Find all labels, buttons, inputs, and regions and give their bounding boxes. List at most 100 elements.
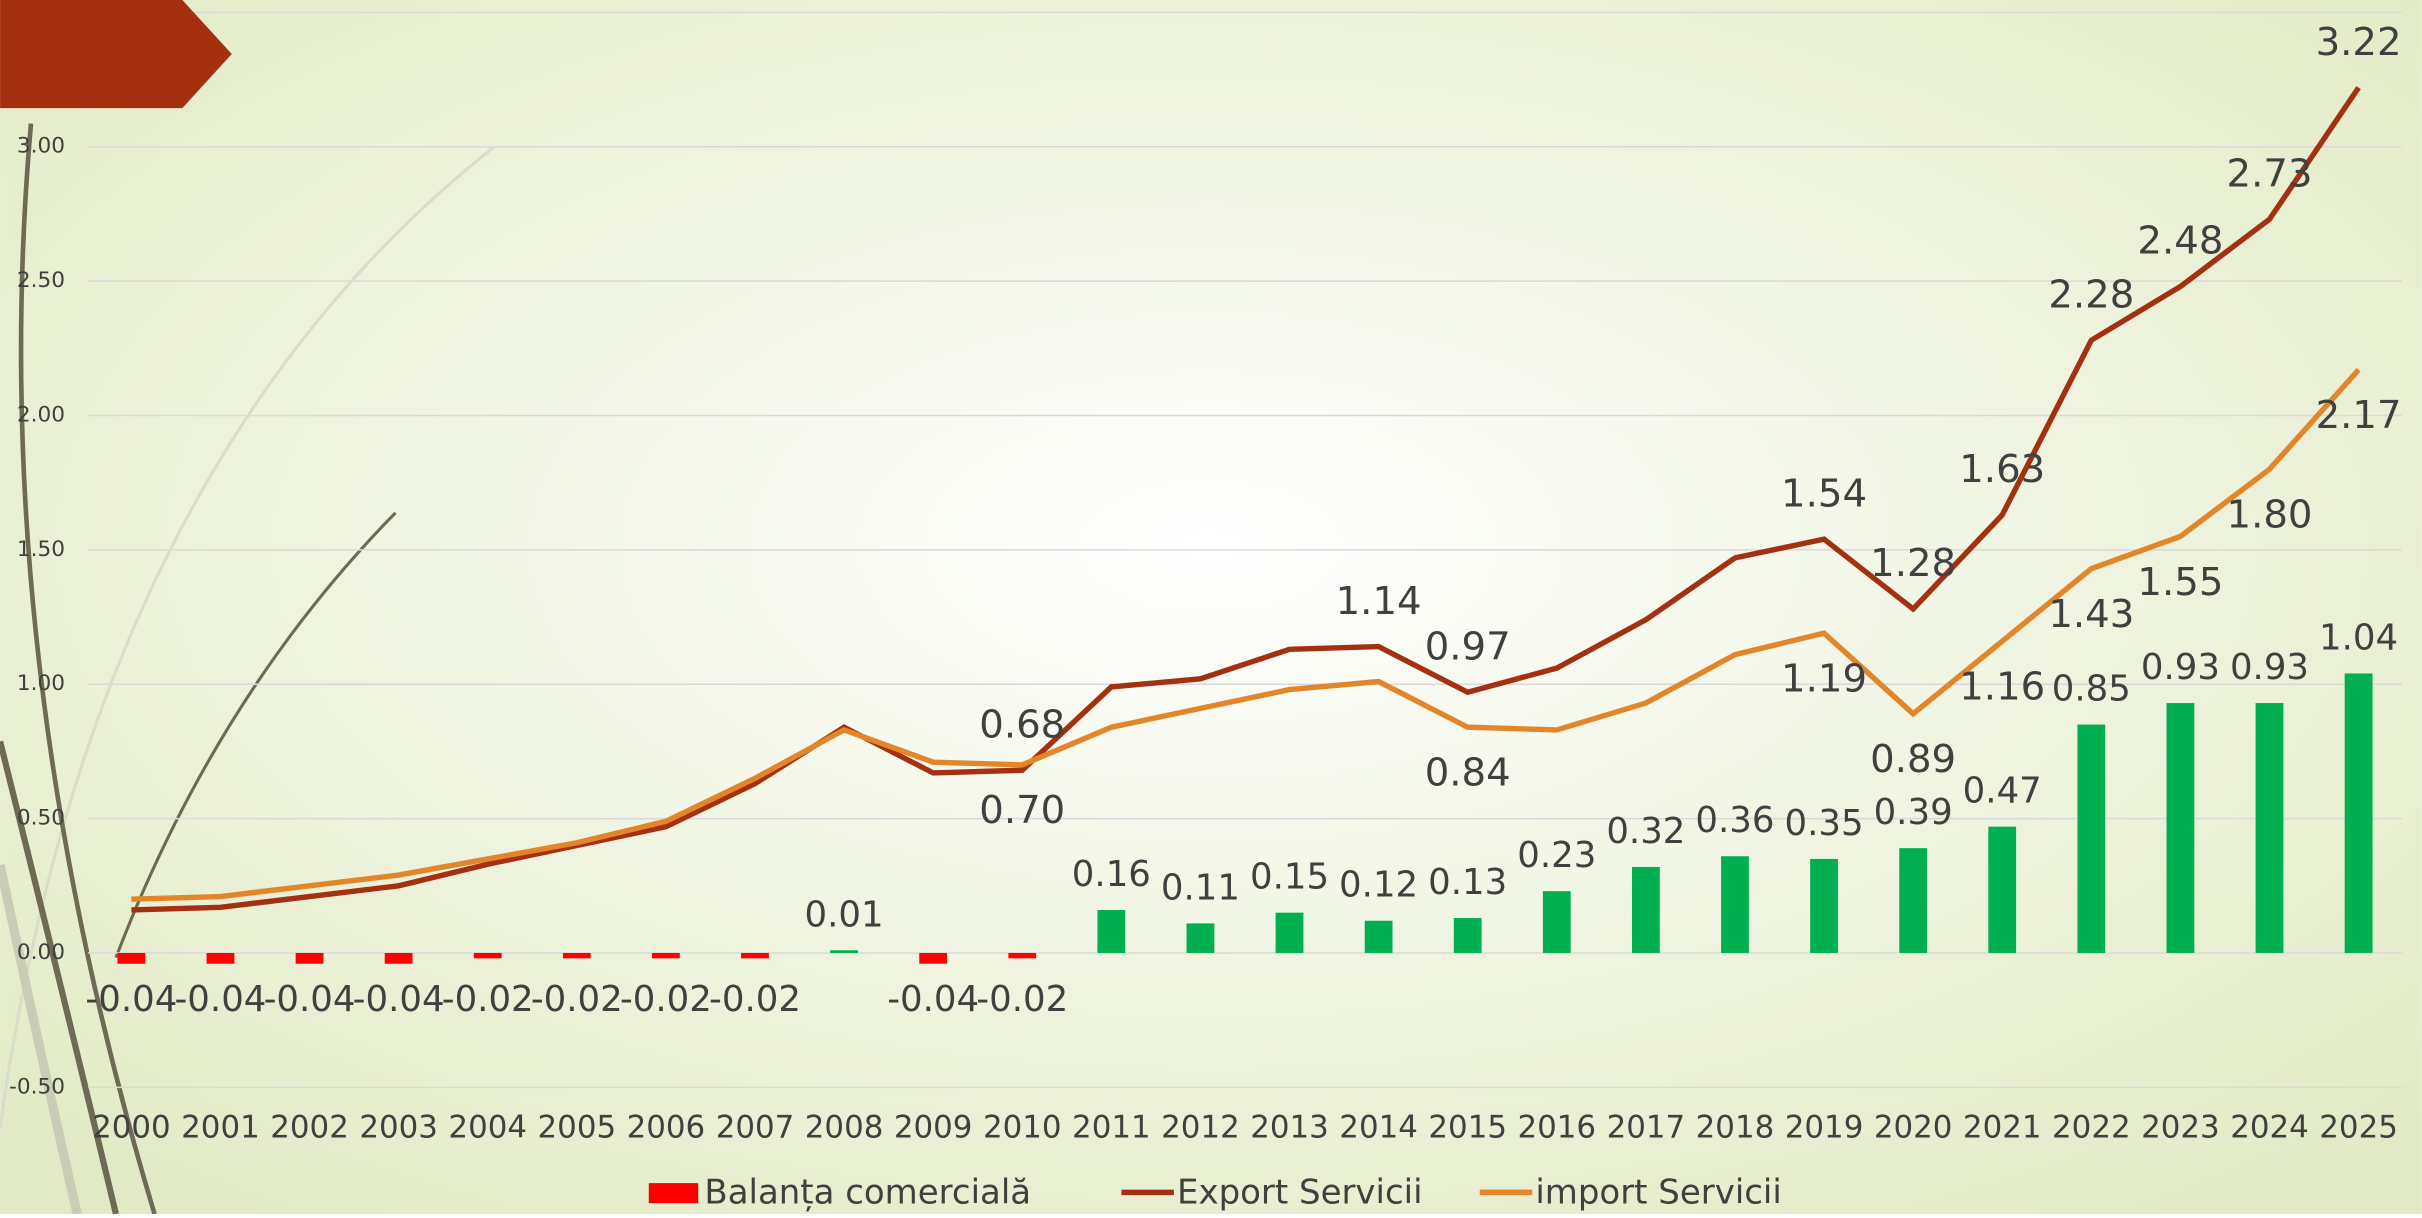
data-label: -0.02 bbox=[531, 979, 623, 1020]
data-label: 0.39 bbox=[1874, 792, 1953, 833]
x-tick-label: 2023 bbox=[2141, 1110, 2220, 1146]
x-tick-label: 2007 bbox=[716, 1110, 795, 1146]
data-label: 2.17 bbox=[2316, 393, 2402, 438]
bar bbox=[652, 952, 680, 959]
x-tick-label: 2016 bbox=[1518, 1110, 1597, 1146]
x-tick-label: 2015 bbox=[1428, 1110, 1507, 1146]
x-tick-label: 2009 bbox=[894, 1110, 973, 1146]
legend-label: import Servicii bbox=[1535, 1172, 1781, 1212]
data-label: 1.28 bbox=[1870, 541, 1956, 586]
data-label: 0.93 bbox=[2141, 647, 2220, 688]
bar bbox=[1275, 912, 1304, 953]
data-label: 0.84 bbox=[1425, 751, 1511, 796]
data-label: 1.80 bbox=[2227, 493, 2313, 538]
x-tick-label: 2014 bbox=[1339, 1110, 1418, 1146]
bar bbox=[1899, 848, 1928, 953]
data-label: 0.47 bbox=[1963, 771, 2042, 812]
y-tick-label: -0.50 bbox=[9, 1074, 65, 1099]
x-tick-label: 2020 bbox=[1874, 1110, 1953, 1146]
bar bbox=[1097, 909, 1126, 953]
bar bbox=[1453, 918, 1482, 953]
data-label: 2.48 bbox=[2137, 219, 2223, 264]
bar bbox=[1364, 920, 1393, 953]
line bbox=[131, 86, 2361, 913]
bar bbox=[295, 952, 324, 964]
data-label: 2.28 bbox=[2048, 272, 2134, 317]
data-label: 0.32 bbox=[1606, 811, 1685, 852]
data-label: -0.02 bbox=[442, 979, 534, 1020]
y-tick-label: 1.00 bbox=[17, 671, 65, 696]
bar bbox=[2166, 703, 2195, 953]
x-tick-label: 2008 bbox=[805, 1110, 884, 1146]
data-label: -0.04 bbox=[264, 979, 356, 1020]
x-tick-label: 2025 bbox=[2319, 1110, 2398, 1146]
data-label: 0.89 bbox=[1870, 737, 1956, 782]
bar bbox=[1542, 891, 1571, 953]
data-label: 0.11 bbox=[1161, 867, 1240, 908]
data-label: 1.16 bbox=[1959, 665, 2045, 710]
x-tick-label: 2002 bbox=[270, 1110, 349, 1146]
data-label: -0.04 bbox=[353, 979, 445, 1020]
x-tick-label: 2019 bbox=[1785, 1110, 1864, 1146]
bar bbox=[1721, 856, 1749, 953]
bar bbox=[1810, 858, 1838, 953]
bar bbox=[384, 952, 413, 964]
data-label: -0.04 bbox=[85, 979, 177, 1020]
data-label: 1.43 bbox=[2048, 592, 2134, 637]
data-label: 0.15 bbox=[1250, 857, 1329, 898]
bar bbox=[2077, 724, 2106, 953]
x-tick-label: 2003 bbox=[359, 1110, 438, 1146]
y-tick-label: 2.50 bbox=[17, 268, 65, 293]
x-tick-label: 2022 bbox=[2052, 1110, 2131, 1146]
decoration bbox=[0, 123, 496, 1216]
legend-swatch bbox=[648, 1183, 699, 1204]
data-label: 3.22 bbox=[2316, 20, 2402, 65]
data-label: 0.70 bbox=[979, 788, 1065, 833]
bar bbox=[473, 952, 502, 959]
bar bbox=[2255, 703, 2284, 953]
x-tick-label: 2018 bbox=[1696, 1110, 1775, 1146]
data-label: 0.35 bbox=[1785, 803, 1864, 844]
data-label: 0.85 bbox=[2052, 669, 2131, 710]
bar bbox=[830, 950, 858, 953]
y-tick-label: 0.00 bbox=[17, 940, 65, 965]
header-shape bbox=[0, 0, 232, 109]
data-label: 0.36 bbox=[1695, 800, 1774, 841]
bar bbox=[117, 952, 146, 964]
x-tick-label: 2011 bbox=[1072, 1110, 1151, 1146]
legend-label: Balanța comercială bbox=[704, 1172, 1031, 1212]
x-tick-label: 2000 bbox=[92, 1110, 171, 1146]
x-tick-label: 2021 bbox=[1963, 1110, 2042, 1146]
bar bbox=[1008, 952, 1037, 959]
data-label: 0.13 bbox=[1428, 862, 1507, 903]
x-tick-label: 2013 bbox=[1250, 1110, 1329, 1146]
data-label: -0.02 bbox=[976, 979, 1068, 1020]
bar bbox=[919, 952, 948, 964]
data-label: 0.01 bbox=[805, 894, 884, 935]
data-label: 1.14 bbox=[1336, 579, 1422, 624]
data-label: 1.63 bbox=[1959, 447, 2045, 492]
bar bbox=[562, 952, 591, 959]
x-tick-label: 2005 bbox=[538, 1110, 617, 1146]
data-label: -0.02 bbox=[709, 979, 801, 1020]
y-tick-label: 0.50 bbox=[17, 806, 65, 831]
y-tick-label: 3.00 bbox=[17, 134, 65, 159]
data-label: 0.97 bbox=[1425, 625, 1511, 670]
legend-label: Export Servicii bbox=[1177, 1172, 1423, 1212]
bar bbox=[1631, 866, 1660, 953]
bar bbox=[1186, 923, 1215, 953]
x-tick-label: 2006 bbox=[627, 1110, 706, 1146]
x-tick-label: 2024 bbox=[2230, 1110, 2309, 1146]
x-tick-label: 2010 bbox=[983, 1110, 1062, 1146]
x-tick-label: 2012 bbox=[1161, 1110, 1240, 1146]
x-tick-label: 2001 bbox=[181, 1110, 260, 1146]
line bbox=[131, 367, 2361, 902]
data-label: 1.19 bbox=[1781, 657, 1867, 702]
data-label: 0.23 bbox=[1517, 835, 1596, 876]
data-label: 0.68 bbox=[979, 702, 1065, 747]
data-label: 0.12 bbox=[1339, 865, 1418, 906]
data-label: -0.04 bbox=[887, 979, 979, 1020]
y-tick-label: 1.50 bbox=[17, 537, 65, 562]
